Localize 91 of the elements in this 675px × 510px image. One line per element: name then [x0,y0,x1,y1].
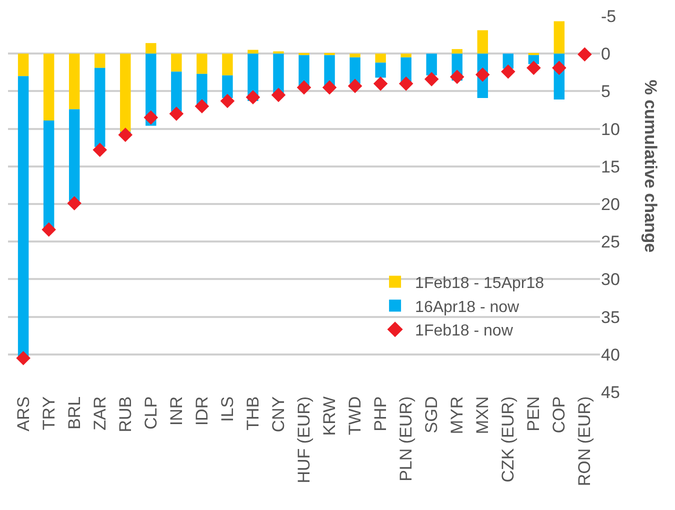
bar [375,62,386,78]
legend-label: 16Apr18 - now [415,298,520,316]
point [194,99,210,114]
bar [68,54,80,110]
point [322,80,337,95]
y-tick-label: 10 [601,120,620,139]
point [475,68,490,82]
point [220,94,235,108]
point [348,78,362,94]
x-tick-label: PHP [371,396,390,432]
bar [171,54,182,72]
bar [400,54,412,58]
x-tick-label: TRY [39,396,58,430]
bar [43,54,54,121]
bar [273,54,284,94]
y-tick-label: 30 [601,270,620,290]
bar [196,54,208,74]
y-tick-label: 40 [601,345,620,364]
point [67,196,82,210]
y-axis-title: % cumulative change [641,80,660,253]
bar [43,120,54,228]
legend-label: 1Feb18 - 15Apr18 [415,275,544,292]
bar [18,54,29,76]
y-tick-label: 0 [601,44,610,64]
point [398,76,414,91]
y-tick-label: 45 [601,382,620,402]
x-tick-label: PLN (EUR) [396,396,416,482]
x-tick-label: MYR [448,396,467,434]
x-tick-label: BRL [64,396,84,430]
x-tick-label: RUB [116,396,135,432]
bar [171,72,182,112]
bar [222,54,233,76]
bar [298,55,310,86]
bar [248,50,258,54]
point [42,222,56,237]
x-tick-label: IDR [192,396,212,426]
point [144,110,158,125]
x-tick-label: TWD [346,396,365,436]
legend-label: 1Feb18 - now [415,322,514,340]
y-tick-label: -5 [601,6,616,26]
x-tick-label: THB [243,396,262,430]
bar [94,68,106,147]
y-tick-label: 5 [601,82,610,102]
x-tick-label: ARS [14,396,33,432]
bar [452,49,462,54]
x-tick-label: SGD [422,396,442,434]
bar [120,54,131,132]
point [450,70,464,84]
x-tick-label: CZK (EUR) [498,396,518,482]
point [271,88,286,102]
x-tick-label: ILS [218,396,237,422]
x-tick-label: COP [550,396,569,434]
x-tick-label: PEN [524,396,544,432]
bar [324,55,335,86]
point [16,351,30,366]
bar [146,43,156,54]
bar [273,51,284,54]
bar [350,54,360,58]
point [92,142,108,158]
point [500,64,516,79]
point [246,90,260,104]
point [296,80,312,95]
point [526,60,541,76]
bar [350,57,360,84]
x-tick-label: HUF (EUR) [294,396,314,484]
bar [426,54,437,76]
x-tick-label: INR [166,396,186,426]
bar [375,54,386,63]
y-tick-label: 15 [601,157,620,176]
point [118,128,133,142]
bar [554,21,565,54]
x-tick-label: CNY [269,396,288,432]
bar [18,76,29,357]
bar [222,75,233,98]
point [169,106,184,121]
bar [94,54,106,68]
x-tick-label: CLP [141,396,160,430]
y-tick-label: 35 [601,308,620,327]
y-tick-label: 25 [601,232,620,252]
y-tick-label: 20 [601,194,620,214]
bar [68,109,80,201]
point [578,47,592,62]
x-tick-label: MXN [473,396,492,434]
bar [196,74,208,105]
point [373,76,388,91]
point [424,72,439,86]
bar [477,30,488,54]
point [552,60,566,76]
x-tick-label: RON (EUR) [575,396,594,486]
x-tick-label: KRW [320,396,340,436]
x-tick-label: ZAR [90,396,110,430]
